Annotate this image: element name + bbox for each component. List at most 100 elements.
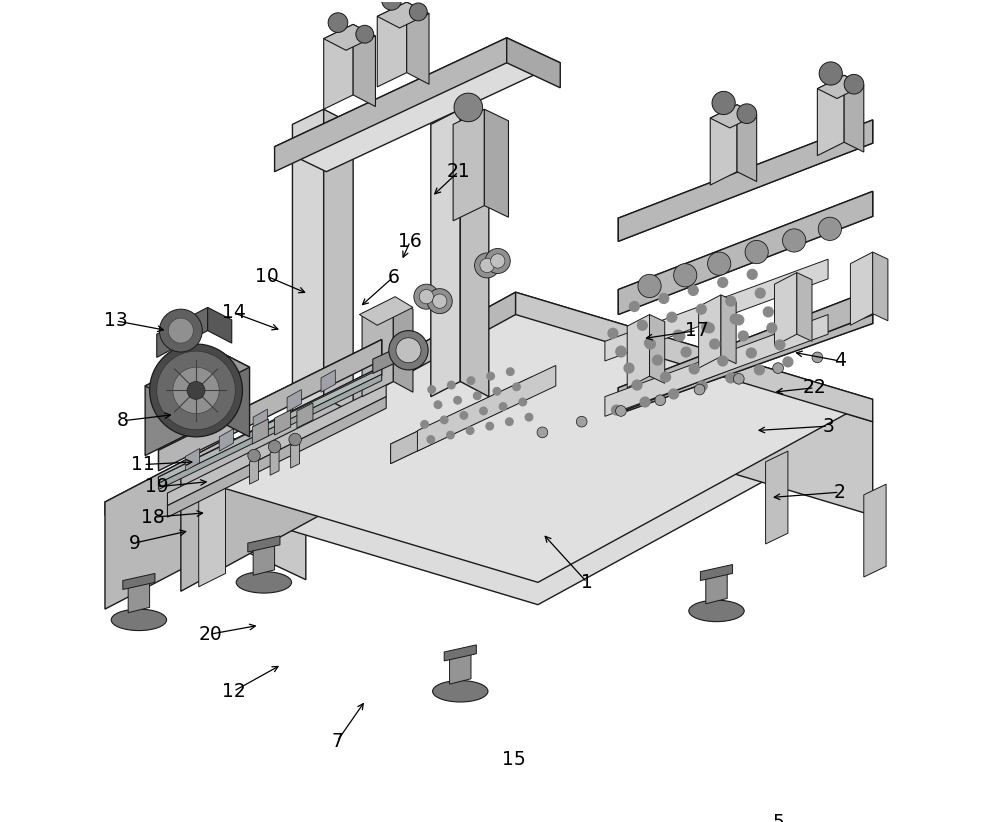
Polygon shape: [287, 390, 301, 412]
Circle shape: [738, 331, 748, 341]
Circle shape: [473, 392, 481, 399]
Polygon shape: [181, 292, 516, 497]
Circle shape: [616, 347, 626, 357]
Circle shape: [696, 304, 706, 314]
Polygon shape: [157, 307, 208, 358]
Polygon shape: [417, 366, 556, 451]
Polygon shape: [444, 644, 476, 661]
Circle shape: [673, 330, 683, 340]
Polygon shape: [817, 76, 864, 99]
Polygon shape: [248, 536, 280, 552]
Polygon shape: [873, 252, 888, 321]
Circle shape: [697, 381, 707, 391]
Circle shape: [421, 421, 428, 428]
Polygon shape: [650, 315, 665, 383]
Circle shape: [812, 352, 823, 363]
Polygon shape: [460, 109, 489, 397]
Circle shape: [475, 253, 500, 278]
Circle shape: [745, 241, 768, 264]
Circle shape: [704, 323, 714, 333]
Circle shape: [783, 229, 806, 252]
Circle shape: [428, 386, 435, 393]
Circle shape: [674, 264, 697, 287]
Circle shape: [726, 373, 736, 383]
Polygon shape: [159, 368, 382, 483]
Polygon shape: [864, 484, 886, 577]
Polygon shape: [391, 377, 532, 464]
Polygon shape: [605, 259, 828, 361]
Polygon shape: [159, 339, 382, 471]
Circle shape: [382, 0, 401, 10]
Circle shape: [694, 384, 705, 395]
Circle shape: [491, 254, 505, 268]
Circle shape: [608, 328, 618, 338]
Polygon shape: [297, 403, 313, 428]
Ellipse shape: [689, 600, 744, 621]
Circle shape: [689, 364, 699, 374]
Text: 16: 16: [398, 232, 422, 251]
Circle shape: [746, 348, 756, 358]
Polygon shape: [123, 574, 155, 589]
Polygon shape: [431, 109, 460, 397]
Circle shape: [396, 338, 421, 363]
Polygon shape: [353, 25, 375, 107]
Polygon shape: [516, 315, 873, 515]
Circle shape: [389, 330, 428, 370]
Circle shape: [506, 418, 513, 426]
Circle shape: [638, 275, 661, 298]
Text: 9: 9: [128, 533, 140, 552]
Circle shape: [747, 270, 757, 279]
Text: 13: 13: [104, 312, 128, 330]
Polygon shape: [291, 441, 300, 468]
Circle shape: [708, 252, 731, 275]
Text: 4: 4: [834, 352, 846, 371]
Circle shape: [688, 285, 698, 295]
Circle shape: [710, 339, 720, 349]
Circle shape: [681, 347, 691, 357]
Polygon shape: [275, 38, 507, 172]
Circle shape: [576, 416, 587, 427]
Circle shape: [150, 344, 242, 436]
Polygon shape: [618, 192, 873, 315]
Circle shape: [454, 93, 483, 122]
Circle shape: [730, 314, 740, 324]
Polygon shape: [181, 315, 516, 591]
Polygon shape: [199, 484, 225, 587]
Polygon shape: [627, 303, 873, 411]
Polygon shape: [844, 76, 864, 152]
Polygon shape: [700, 565, 733, 580]
Circle shape: [783, 357, 793, 367]
Polygon shape: [627, 315, 650, 388]
Polygon shape: [618, 120, 873, 242]
Circle shape: [754, 365, 764, 375]
Polygon shape: [507, 38, 560, 88]
Circle shape: [289, 433, 301, 446]
Text: 20: 20: [198, 625, 222, 644]
Polygon shape: [484, 109, 508, 217]
Circle shape: [173, 367, 219, 413]
Text: 10: 10: [255, 266, 278, 286]
Circle shape: [409, 3, 427, 21]
Circle shape: [667, 312, 677, 322]
Text: 11: 11: [131, 455, 155, 474]
Circle shape: [661, 372, 671, 382]
Polygon shape: [391, 377, 532, 464]
Circle shape: [819, 62, 842, 85]
Circle shape: [157, 351, 235, 430]
Circle shape: [624, 363, 634, 373]
Polygon shape: [128, 582, 150, 612]
Polygon shape: [407, 2, 429, 84]
Polygon shape: [145, 350, 217, 455]
Polygon shape: [710, 104, 757, 128]
Circle shape: [485, 248, 510, 274]
Circle shape: [653, 355, 662, 365]
Circle shape: [659, 293, 669, 303]
Text: 2: 2: [834, 483, 846, 501]
Text: 8: 8: [117, 411, 129, 430]
Text: 18: 18: [141, 508, 165, 527]
Polygon shape: [797, 273, 812, 341]
Text: 6: 6: [387, 267, 399, 287]
Circle shape: [818, 217, 841, 241]
Circle shape: [268, 441, 281, 453]
Circle shape: [356, 25, 374, 43]
